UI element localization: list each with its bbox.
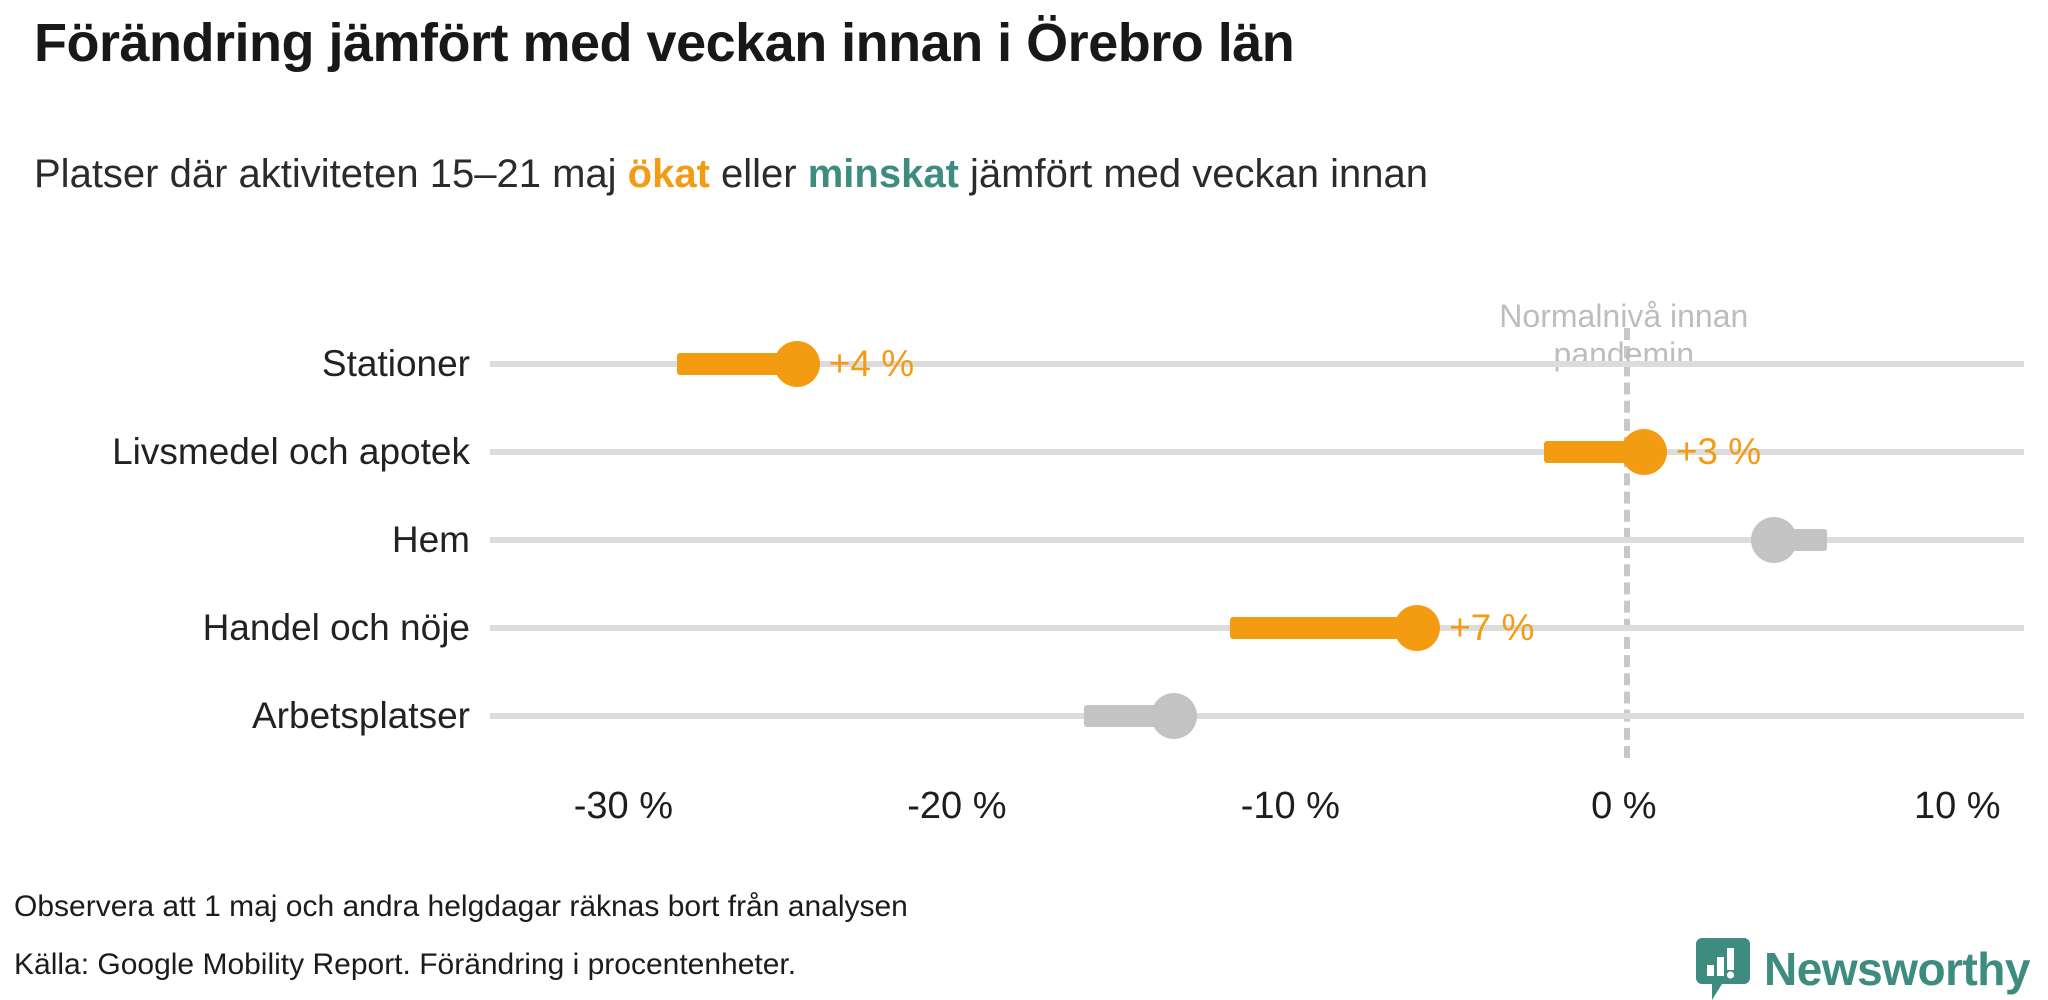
row-track <box>490 713 2024 719</box>
zero-annotation-line-1: Normalnivå innan <box>1499 298 1749 334</box>
subtitle-highlight-decrease: minskat <box>807 152 959 196</box>
current-value-dot[interactable] <box>1394 605 1441 651</box>
category-label: Stationer <box>321 343 470 384</box>
category-label: Arbetsplatser <box>252 695 470 736</box>
x-axis-tick-label: -10 % <box>1240 785 1340 827</box>
chart-row: Livsmedel och apotek +3 % <box>0 408 2048 496</box>
change-bar <box>676 353 797 375</box>
value-label: +4 % <box>828 343 915 384</box>
x-axis-tick-label: 0 % <box>1591 785 1657 827</box>
subtitle-text-lead: Platser där aktiviteten 15–21 maj <box>34 152 628 196</box>
value-label: +3 % <box>1675 431 1762 472</box>
category-label: Handel och nöje <box>202 607 470 648</box>
x-axis-tick-label: -30 % <box>573 785 674 827</box>
newsworthy-wordmark: Newsworthy <box>1764 943 2030 995</box>
chart-subtitle: Platser där aktiviteten 15–21 maj ökat e… <box>34 148 1794 201</box>
category-label: Hem <box>391 519 470 560</box>
chart-note: Observera att 1 maj och andra helgdagar … <box>14 890 908 923</box>
chart-plot-area: Normalnivå innan pandemin Stationer +4 % L… <box>0 298 2048 780</box>
category-label: Livsmedel och apotek <box>112 431 470 472</box>
newsworthy-logo[interactable]: Newsworthy <box>1696 938 2030 1000</box>
page-title: Förändring jämfört med veckan innan i Ör… <box>34 13 1295 73</box>
newsworthy-bar-chart-bubble-icon <box>1696 938 1751 1000</box>
row-track <box>490 537 2024 543</box>
chart-row: Handel och nöje +7 % <box>0 584 2048 672</box>
current-value-dot[interactable] <box>1150 693 1197 739</box>
row-track <box>490 449 2024 455</box>
row-track <box>490 361 2024 367</box>
chart-row: Stationer +4 % <box>0 320 2048 408</box>
change-bar <box>1230 617 1418 639</box>
current-value-dot[interactable] <box>1750 517 1797 563</box>
subtitle-text-mid: eller <box>709 152 808 196</box>
chart-row: Hem <box>0 496 2048 584</box>
chart-source: Källa: Google Mobility Report. Förändrin… <box>14 948 797 981</box>
subtitle-highlight-increase: ökat <box>627 152 710 196</box>
current-value-dot[interactable] <box>773 341 820 387</box>
x-axis-tick-label: -20 % <box>907 785 1007 827</box>
chart-row: Arbetsplatser <box>0 672 2048 760</box>
value-label: +7 % <box>1449 607 1535 648</box>
change-bar <box>1543 441 1644 463</box>
x-axis-tick-label: 10 % <box>1913 785 2001 827</box>
x-axis: -30 % -20 % -10 % 0 % 10 % <box>0 785 2048 845</box>
zero-reference-line <box>1623 328 1630 758</box>
subtitle-text-tail: jämfört med veckan innan <box>958 152 1429 196</box>
current-value-dot[interactable] <box>1620 429 1667 475</box>
